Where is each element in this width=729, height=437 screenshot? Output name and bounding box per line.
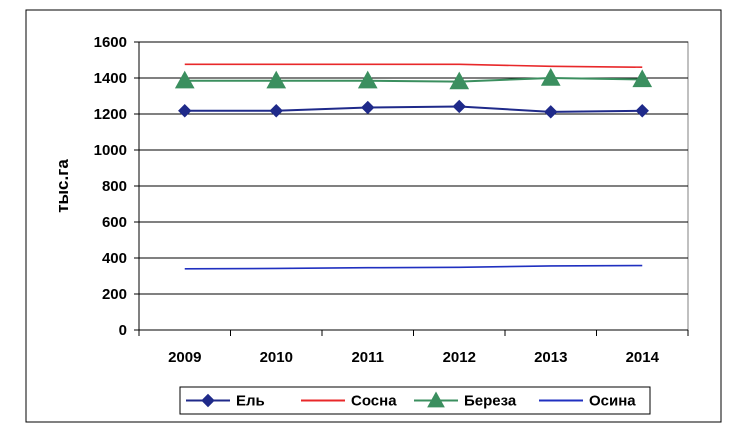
x-tick-label: 2010 bbox=[260, 349, 293, 366]
series-2 bbox=[184, 63, 643, 68]
y-tick-label: 0 bbox=[119, 322, 127, 339]
data-point bbox=[266, 70, 287, 89]
x-tick-label: 2014 bbox=[626, 349, 660, 366]
x-tick-label: 2012 bbox=[443, 349, 476, 366]
y-tick-label: 1200 bbox=[94, 106, 127, 123]
data-point bbox=[269, 104, 283, 118]
y-axis: 0 200 400 600 800 1000 1200 1400 1600 bbox=[94, 34, 139, 339]
series-line bbox=[184, 76, 643, 83]
series-line bbox=[184, 105, 643, 113]
data-point bbox=[178, 104, 192, 118]
data-point bbox=[174, 70, 195, 89]
series-line bbox=[184, 63, 643, 68]
plot-area bbox=[138, 41, 689, 331]
legend-label: Сосна bbox=[351, 393, 397, 410]
data-point bbox=[361, 100, 375, 115]
legend-entry: Осина bbox=[539, 393, 636, 410]
series-4 bbox=[184, 264, 643, 270]
y-tick-label: 1000 bbox=[94, 142, 127, 159]
legend-marker bbox=[427, 391, 445, 408]
legend-marker bbox=[201, 393, 215, 408]
data-point bbox=[449, 71, 470, 90]
legend-entry: Береза bbox=[414, 391, 517, 410]
y-tick-label: 800 bbox=[102, 178, 127, 195]
y-tick-label: 600 bbox=[102, 214, 127, 231]
series-1 bbox=[178, 99, 649, 119]
legend-entry: Сосна bbox=[301, 393, 397, 410]
series-line bbox=[184, 264, 643, 270]
legend-label: Осина bbox=[589, 393, 636, 410]
y-tick-label: 1600 bbox=[94, 34, 127, 51]
y-tick-label: 1400 bbox=[94, 70, 127, 87]
x-axis: 2009 2010 2011 2012 2013 2014 bbox=[138, 42, 689, 366]
data-point bbox=[635, 104, 649, 118]
series-layer bbox=[174, 63, 653, 270]
x-tick-label: 2013 bbox=[534, 349, 567, 366]
data-point bbox=[357, 70, 378, 89]
legend: Ель Сосна Береза Осина bbox=[179, 386, 651, 415]
series-3 bbox=[174, 67, 653, 90]
data-point bbox=[540, 67, 561, 86]
y-tick-label: 400 bbox=[102, 250, 127, 267]
data-point bbox=[632, 69, 653, 88]
data-point bbox=[544, 105, 558, 119]
legend-label: Береза bbox=[464, 393, 517, 410]
data-point bbox=[452, 99, 466, 114]
legend-entry: Ель bbox=[186, 393, 265, 410]
y-tick-label: 200 bbox=[102, 286, 127, 303]
y-axis-title: тыс.га bbox=[53, 159, 72, 213]
x-tick-label: 2009 bbox=[168, 349, 201, 366]
x-tick-label: 2011 bbox=[351, 349, 384, 366]
legend-label: Ель bbox=[236, 393, 265, 410]
